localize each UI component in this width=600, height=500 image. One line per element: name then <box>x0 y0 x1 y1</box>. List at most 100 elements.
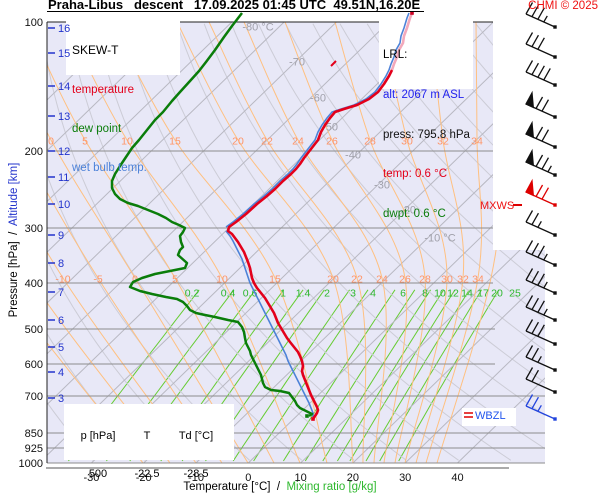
svg-text:26: 26 <box>326 136 338 148</box>
svg-text:15: 15 <box>169 136 181 148</box>
svg-text:-80 °C: -80 °C <box>242 22 273 34</box>
svg-text:20: 20 <box>347 472 359 484</box>
svg-text:25: 25 <box>509 288 521 300</box>
svg-text:24: 24 <box>376 274 388 286</box>
svg-text:20: 20 <box>232 136 244 148</box>
svg-text:-5: -5 <box>93 274 102 286</box>
curve-end-marker <box>410 11 414 15</box>
svg-text:5: 5 <box>172 274 178 286</box>
svg-text:-60: -60 <box>310 93 326 105</box>
svg-text:200: 200 <box>25 146 43 158</box>
wind-barb-icon <box>525 394 557 421</box>
temperature-detached-segment <box>330 60 337 67</box>
temperature-curve-upper-pink <box>390 12 414 71</box>
svg-text:34: 34 <box>471 136 483 148</box>
svg-text:6: 6 <box>400 288 406 300</box>
svg-text:10: 10 <box>216 274 228 286</box>
wet-bulb-curve-lower <box>225 230 314 417</box>
svg-text:9: 9 <box>58 230 64 242</box>
svg-text:10: 10 <box>58 199 70 211</box>
svg-text:32: 32 <box>457 274 469 286</box>
grid-labels: 0 5 10 15 20 22 24 26 28 30 32 34-10 -5 0 5 10 15 20 22 24 2… <box>48 22 521 300</box>
svg-text:0: 0 <box>132 274 138 286</box>
svg-text:28: 28 <box>419 274 431 286</box>
curve-end-marker <box>305 414 309 418</box>
wet-bulb-curve-upper <box>225 12 410 228</box>
svg-text:12: 12 <box>447 288 459 300</box>
svg-text:1.4: 1.4 <box>296 288 311 300</box>
svg-text:30: 30 <box>399 472 411 484</box>
svg-text:4: 4 <box>58 367 64 379</box>
svg-text:0: 0 <box>48 136 54 148</box>
svg-text:32: 32 <box>437 136 449 148</box>
svg-text:12: 12 <box>58 146 70 158</box>
svg-text:-40: -40 <box>345 150 361 162</box>
svg-text:11: 11 <box>58 172 69 184</box>
svg-text:1: 1 <box>280 288 286 300</box>
svg-text:14: 14 <box>461 288 473 300</box>
svg-text:15: 15 <box>269 274 281 286</box>
svg-text:-20: -20 <box>400 205 416 217</box>
svg-text:6: 6 <box>58 315 64 327</box>
svg-text:22: 22 <box>351 274 363 286</box>
temperature-curve <box>226 69 394 420</box>
svg-text:0: 0 <box>245 472 251 484</box>
svg-text:10: 10 <box>121 136 133 148</box>
wind-barb-icon <box>525 148 557 177</box>
svg-text:1000: 1000 <box>19 458 43 470</box>
wind-barb-icon <box>525 367 557 394</box>
svg-text:10: 10 <box>294 472 306 484</box>
svg-text:300: 300 <box>25 223 43 235</box>
wind-barb-icon <box>525 345 557 372</box>
svg-text:20: 20 <box>491 288 503 300</box>
axis-tick-labels: 1002003004005006007008509251000161514131… <box>19 17 464 484</box>
svg-text:-10: -10 <box>188 472 204 484</box>
wind-barb-icon <box>525 268 557 295</box>
svg-text:15: 15 <box>58 48 70 60</box>
svg-text:5: 5 <box>82 136 88 148</box>
svg-text:0.2: 0.2 <box>185 288 200 300</box>
wind-barb-icon <box>525 295 557 322</box>
svg-text:-10 °C: -10 °C <box>424 233 455 245</box>
wind-barb-icon <box>525 210 557 237</box>
svg-text:-20: -20 <box>136 472 152 484</box>
svg-text:2: 2 <box>324 288 330 300</box>
wind-barb-column <box>525 2 557 421</box>
svg-text:4: 4 <box>370 288 376 300</box>
wind-barb-icon <box>525 240 557 267</box>
svg-text:600: 600 <box>25 359 43 371</box>
svg-text:22: 22 <box>261 136 273 148</box>
svg-text:0.4: 0.4 <box>221 288 236 300</box>
wind-barb-icon <box>525 90 557 119</box>
svg-text:400: 400 <box>25 278 43 290</box>
svg-text:20: 20 <box>327 274 339 286</box>
svg-text:100: 100 <box>25 17 43 29</box>
svg-text:28: 28 <box>364 136 376 148</box>
svg-text:500: 500 <box>25 324 43 336</box>
curve-end-marker <box>311 417 315 421</box>
svg-text:-10: -10 <box>55 274 70 286</box>
svg-text:34: 34 <box>472 274 484 286</box>
svg-text:-30: -30 <box>374 180 390 192</box>
svg-text:40: 40 <box>451 472 463 484</box>
svg-text:10: 10 <box>434 288 446 300</box>
svg-text:24: 24 <box>292 136 304 148</box>
dew-point-curve <box>110 12 314 418</box>
svg-text:850: 850 <box>25 428 43 440</box>
wind-barb-icon <box>525 32 557 59</box>
wind-barb-icon <box>525 120 557 149</box>
info-box-background <box>379 21 473 89</box>
svg-text:7: 7 <box>58 287 64 299</box>
wind-barb-icon <box>525 2 557 29</box>
svg-text:17: 17 <box>477 288 489 300</box>
info-box-background <box>462 408 516 426</box>
wind-barb-icon <box>525 319 557 346</box>
svg-text:700: 700 <box>25 391 43 403</box>
plot-background <box>47 22 545 463</box>
info-box-background <box>66 17 180 75</box>
svg-text:3: 3 <box>350 288 356 300</box>
svg-text:13: 13 <box>58 111 70 123</box>
svg-text:30: 30 <box>401 136 413 148</box>
